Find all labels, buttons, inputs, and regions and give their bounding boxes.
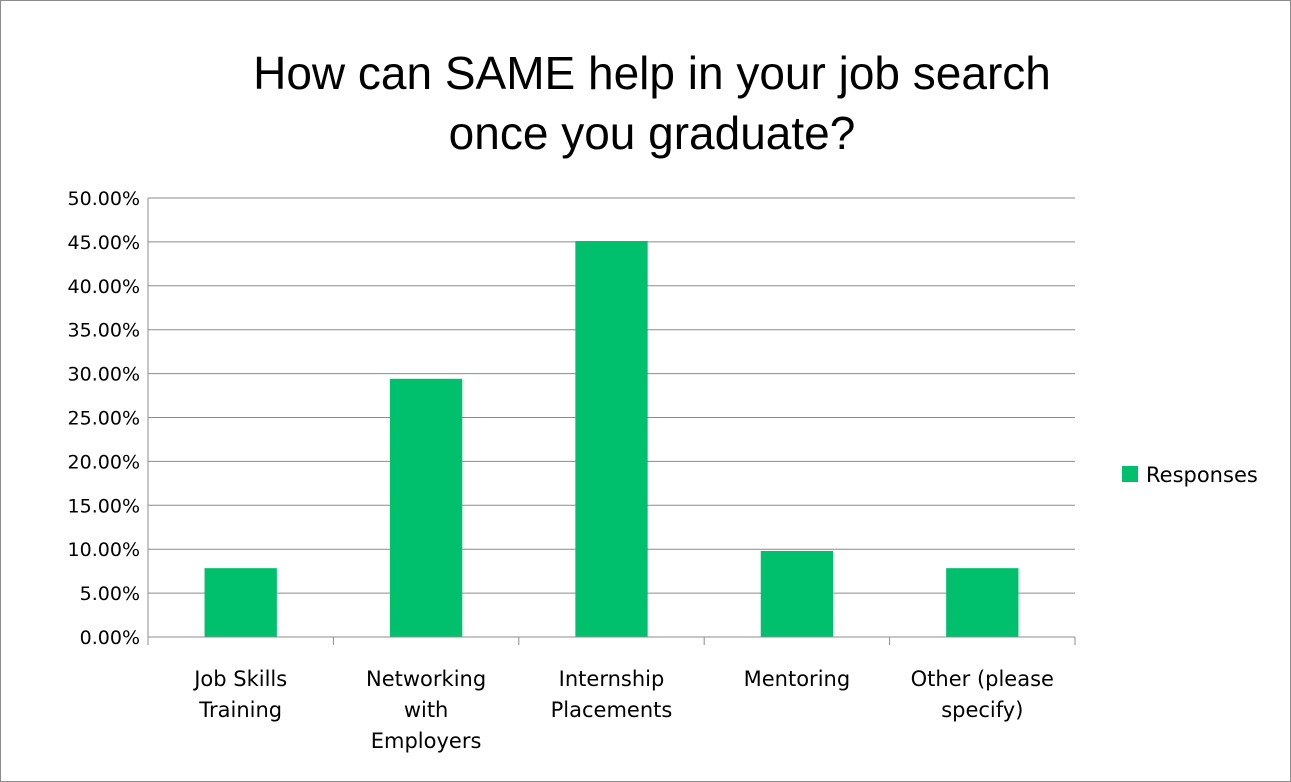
x-category-label: Internship Placements — [551, 667, 673, 722]
bar — [760, 550, 834, 637]
bar — [575, 241, 648, 637]
bar — [389, 378, 463, 637]
y-tick-label: 0.00% — [80, 627, 140, 649]
axes — [147, 198, 1076, 645]
x-category-label: Networking with Employers — [366, 667, 486, 753]
y-tick-label: 10.00% — [68, 539, 140, 561]
x-category-label: Other (please specify) — [911, 667, 1054, 722]
y-tick-label: 35.00% — [68, 320, 140, 342]
chart-title-line-2: once you graduate? — [449, 107, 856, 159]
x-category-label: Mentoring — [744, 667, 851, 691]
y-tick-label: 45.00% — [68, 232, 140, 254]
legend-swatch-responses — [1122, 466, 1138, 482]
y-axis-tick-labels: 0.00% 5.00% 10.00% 15.00% 20.00% 25.00% 30.00%… — [68, 188, 140, 649]
y-tick-label: 25.00% — [68, 408, 140, 430]
legend-label-responses: Responses — [1146, 463, 1258, 487]
x-axis-category-labels: Job Skills Training Networking with Employer… — [192, 667, 1054, 753]
bars — [204, 241, 1019, 637]
chart-title-line-1: How can SAME help in your job search — [253, 47, 1051, 99]
y-tick-label: 40.00% — [68, 276, 140, 298]
y-tick-label: 5.00% — [80, 583, 140, 605]
y-tick-label: 20.00% — [68, 451, 140, 473]
y-tick-label: 15.00% — [68, 495, 140, 517]
x-category-label: Job Skills Training — [192, 667, 287, 722]
bar — [946, 568, 1019, 637]
y-tick-label: 30.00% — [68, 364, 140, 386]
y-tick-label: 50.00% — [68, 188, 140, 210]
legend: Responses — [1122, 463, 1258, 487]
bar — [204, 568, 277, 637]
